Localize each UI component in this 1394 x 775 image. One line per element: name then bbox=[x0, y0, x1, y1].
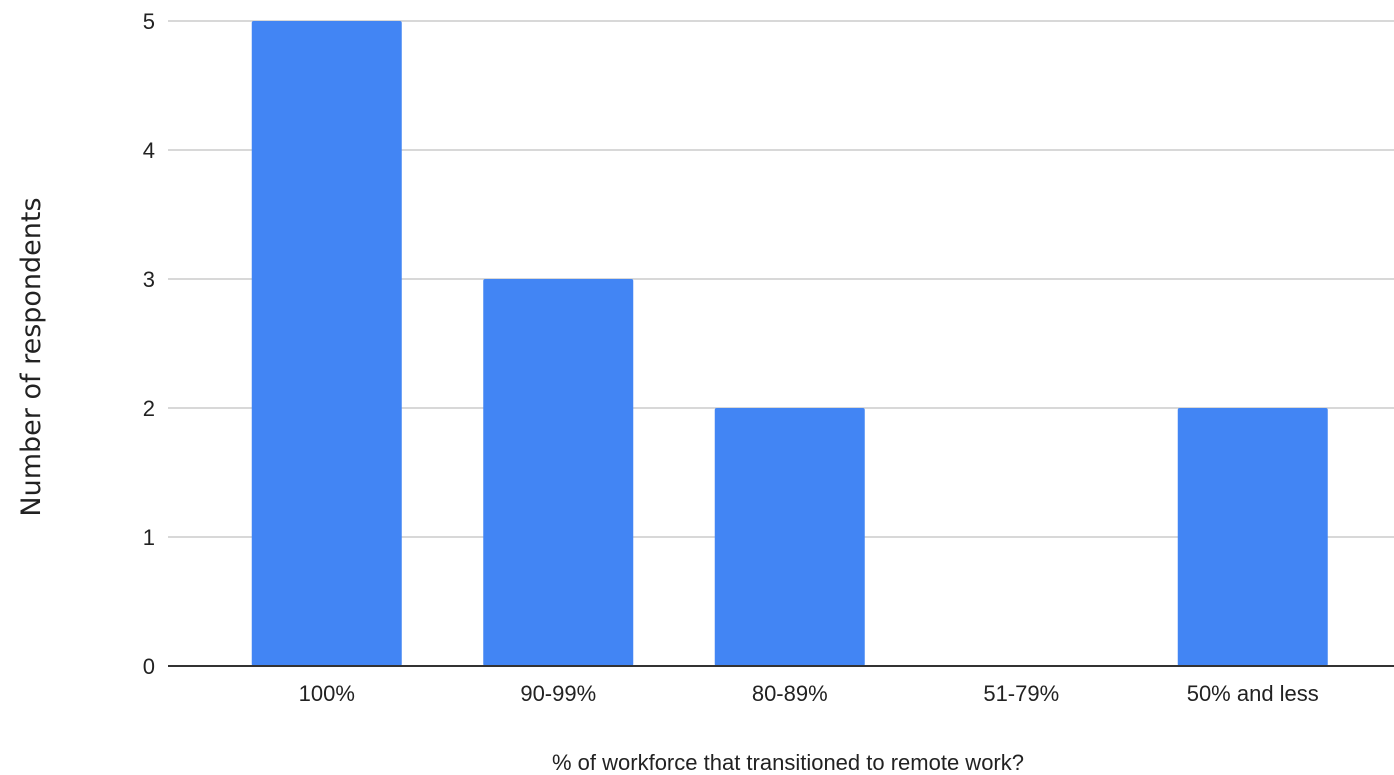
x-tick-label: 50% and less bbox=[1187, 681, 1319, 706]
y-tick-label: 0 bbox=[143, 654, 155, 679]
x-tick-label: 51-79% bbox=[983, 681, 1059, 706]
y-tick-label: 3 bbox=[143, 267, 155, 292]
bar bbox=[483, 279, 634, 666]
x-tick-labels: 100% 90-99% 80-89% 51-79% 50% and less bbox=[299, 681, 1319, 706]
y-tick-label: 1 bbox=[143, 525, 155, 550]
bar bbox=[714, 408, 865, 666]
y-tick-label: 5 bbox=[143, 9, 155, 34]
bar bbox=[251, 21, 402, 666]
x-tick-label: 100% bbox=[299, 681, 355, 706]
y-axis-title: Number of respondents bbox=[16, 197, 47, 516]
bar bbox=[1177, 408, 1328, 666]
x-tick-label: 90-99% bbox=[520, 681, 596, 706]
x-axis-title: % of workforce that transitioned to remo… bbox=[552, 750, 1024, 775]
y-tick-label: 4 bbox=[143, 138, 155, 163]
y-tick-label: 2 bbox=[143, 396, 155, 421]
x-tick-label: 80-89% bbox=[752, 681, 828, 706]
y-tick-labels: 0 1 2 3 4 5 bbox=[143, 9, 155, 679]
bars bbox=[251, 21, 1328, 666]
